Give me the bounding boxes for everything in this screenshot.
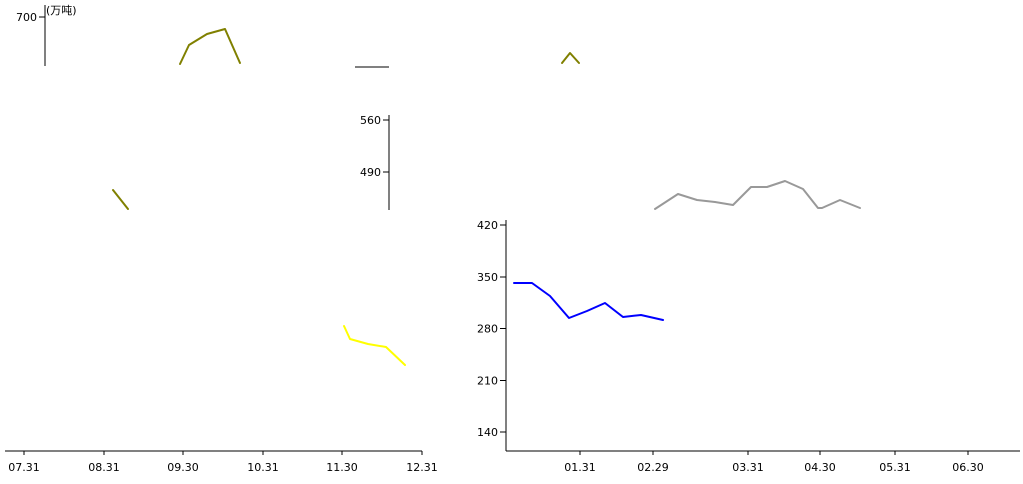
middle-y-tick-label-490: 490	[360, 166, 381, 179]
right-x-tick-label-03.31: 03.31	[732, 461, 764, 474]
right-x-tick-label-04.30: 04.30	[804, 461, 836, 474]
left-series-yellow	[343, 325, 406, 366]
right-panel: 420 350 280 210 140 01.31 02.29 03.31 04.30 05.3…	[477, 219, 1020, 474]
left-y-tick-label-700: 700	[16, 11, 37, 24]
right-x-tick-label-06.30: 06.30	[952, 461, 984, 474]
left-unit-label: (万吨)	[46, 4, 77, 17]
left-x-tick-label-12.31: 12.31	[406, 461, 438, 474]
middle-series-gray	[654, 180, 861, 210]
right-y-tick-label-420: 420	[477, 219, 498, 232]
middle-y-tick-label-560: 560	[360, 114, 381, 127]
right-y-tick-label-140: 140	[477, 426, 498, 439]
middle-panel: 560 490	[355, 52, 861, 210]
right-series-blue	[513, 282, 664, 321]
left-x-tick-label-08.31: 08.31	[88, 461, 120, 474]
right-y-tick-label-210: 210	[477, 374, 498, 387]
right-x-tick-label-01.31: 01.31	[564, 461, 596, 474]
left-x-tick-label-09.30: 09.30	[167, 461, 199, 474]
middle-series-olive	[561, 52, 580, 64]
right-y-tick-label-280: 280	[477, 323, 498, 336]
left-panel: 700 (万吨) 07.31 08.31 09.30 10.31 11.30 12.31	[5, 4, 438, 474]
left-x-tick-label-10.31: 10.31	[247, 461, 279, 474]
right-y-tick-label-350: 350	[477, 271, 498, 284]
left-series-olive-top	[179, 28, 241, 65]
right-x-tick-label-02.29: 02.29	[637, 461, 669, 474]
left-series-olive-mid	[112, 189, 129, 210]
left-x-tick-label-07.31: 07.31	[8, 461, 40, 474]
right-x-tick-label-05.31: 05.31	[879, 461, 911, 474]
left-x-tick-label-11.30: 11.30	[326, 461, 358, 474]
